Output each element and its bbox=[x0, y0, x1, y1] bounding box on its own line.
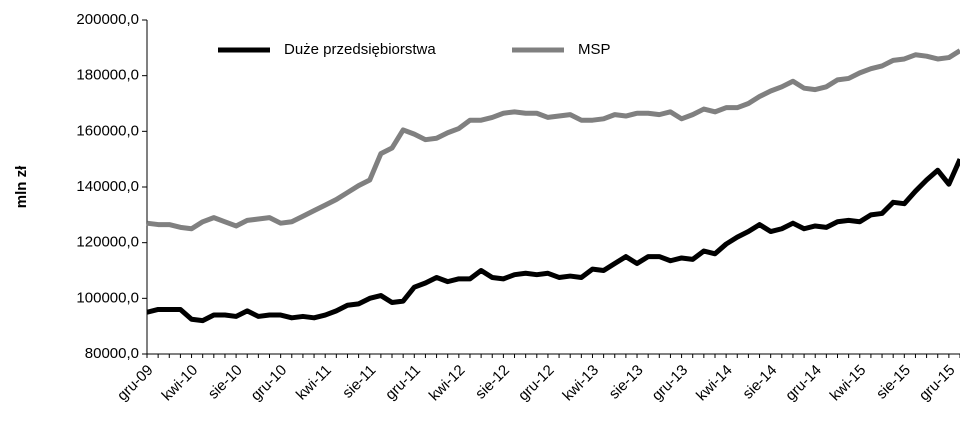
y-tick-label: 120000,0 bbox=[76, 234, 139, 251]
x-tick-label: gru-15 bbox=[916, 362, 959, 405]
x-tick-label: sie-10 bbox=[205, 362, 246, 403]
x-tick-label: gru-14 bbox=[782, 362, 825, 405]
y-tick-label: 180000,0 bbox=[76, 67, 139, 84]
x-tick-label: gru-10 bbox=[248, 362, 291, 405]
x-tick-label: sie-14 bbox=[739, 362, 780, 403]
y-axis-label: mln zł bbox=[13, 165, 30, 208]
x-tick-label: kwi-10 bbox=[159, 362, 202, 405]
y-tick-label: 140000,0 bbox=[76, 178, 139, 195]
legend-label: Duże przedsiębiorstwa bbox=[284, 41, 436, 58]
x-tick-label: gru-09 bbox=[114, 362, 157, 405]
series-line bbox=[146, 48, 960, 232]
y-tick-label: 160000,0 bbox=[76, 122, 139, 139]
legend-label: MSP bbox=[578, 41, 611, 58]
x-tick-label: sie-15 bbox=[873, 362, 914, 403]
x-tick-label: sie-13 bbox=[606, 362, 647, 403]
series-line bbox=[146, 158, 960, 324]
y-tick-label: 100000,0 bbox=[76, 289, 139, 306]
y-tick-label: 200000,0 bbox=[76, 11, 139, 28]
x-tick-label: kwi-12 bbox=[426, 362, 469, 405]
x-tick-label: gru-13 bbox=[649, 362, 692, 405]
x-tick-label: sie-11 bbox=[339, 362, 379, 402]
x-tick-label: gru-11 bbox=[382, 362, 424, 404]
x-tick-label: kwi-13 bbox=[559, 362, 602, 405]
y-tick-label: 80000,0 bbox=[85, 345, 139, 362]
x-tick-label: sie-12 bbox=[472, 362, 513, 403]
x-tick-label: gru-12 bbox=[515, 362, 558, 405]
x-tick-label: kwi-15 bbox=[827, 362, 870, 405]
x-tick-label: kwi-14 bbox=[693, 362, 736, 405]
x-tick-label: kwi-11 bbox=[293, 362, 335, 404]
